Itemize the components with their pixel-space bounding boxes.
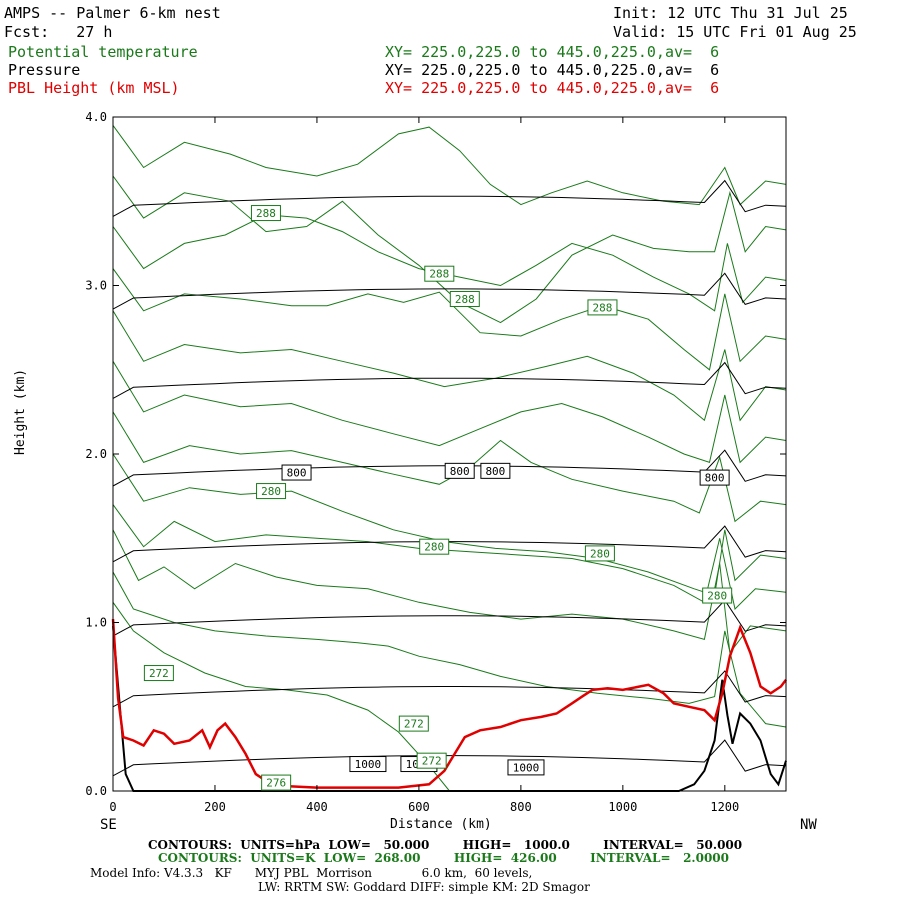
theta-label-272-text: 272 [149, 667, 169, 680]
x-tick-label-400: 400 [306, 800, 328, 814]
pressure-contour-info: CONTOURS: UNITS=hPa LOW= 50.000 HIGH= 10… [148, 838, 743, 852]
pressure-label-800-text: 800 [450, 465, 470, 478]
y-axis-title: Height (km) [13, 368, 28, 455]
theta-contour-290 [112, 214, 787, 312]
model-info-line1: Model Info: V4.3.3 KF MYJ PBL Morrison 6… [90, 866, 533, 880]
init-time: Init: 12 UTC Thu 31 Jul 25 [613, 4, 848, 22]
theta-label-288: 288 [250, 205, 281, 222]
model-title: AMPS -- Palmer 6-km nest [4, 4, 221, 22]
theta-label-276-text: 276 [266, 777, 286, 790]
theta-field-name: Potential temperature [8, 43, 198, 61]
y-tick-label-3.0: 3.0 [85, 279, 107, 293]
theta-contour-292 [112, 175, 787, 324]
theta-contour-278 [112, 504, 787, 610]
pressure-contour-700 [112, 272, 787, 310]
theta-label-288: 288 [424, 265, 455, 282]
theta-label-272-text: 272 [422, 755, 442, 768]
theta-label-272-text: 272 [404, 718, 424, 731]
theta-label-280-text: 280 [424, 541, 444, 554]
theta-label-288: 288 [587, 299, 618, 316]
theta-contour-294 [112, 125, 787, 206]
theta-label-280: 280 [584, 545, 615, 562]
pressure-contour-900 [112, 599, 787, 637]
theta-contour-288 [112, 268, 787, 371]
theta-contour-274 [112, 571, 787, 728]
pressure-label-1000-text: 1000 [513, 761, 540, 774]
theta-label-288: 288 [449, 290, 480, 307]
pbl-field-xy: XY= 225.0,225.0 to 445.0,225.0,av= 6 [385, 79, 720, 97]
pressure-contour-850 [112, 525, 787, 563]
pressure-label-800: 800 [281, 464, 312, 481]
theta-contour-272 [112, 602, 450, 792]
theta-contour-info: CONTOURS: UNITS=K LOW= 268.00 HIGH= 426.… [158, 851, 729, 865]
x-tick-label-0: 0 [109, 800, 116, 814]
nw-direction-label: NW [800, 817, 817, 833]
pressure-label-800-text: 800 [705, 472, 725, 485]
y-tick-label-1.0: 1.0 [85, 616, 107, 630]
y-tick-label-0.0: 0.0 [85, 784, 107, 798]
forecast-hour: Fcst: 27 h [4, 23, 113, 41]
pressure-contour-650 [112, 179, 787, 217]
pressure-label-800: 800 [480, 462, 511, 479]
theta-label-288-text: 288 [429, 268, 449, 281]
y-tick-label-2.0: 2.0 [85, 447, 107, 461]
theta-label-280: 280 [419, 538, 450, 555]
theta-label-280: 280 [702, 587, 733, 604]
terrain-line [112, 625, 787, 792]
theta-contour-286 [112, 310, 787, 422]
x-tick-label-800: 800 [510, 800, 532, 814]
theta-contour-282 [112, 411, 787, 523]
valid-time: Valid: 15 UTC Fri 01 Aug 25 [613, 23, 857, 41]
theta-label-276: 276 [261, 774, 292, 791]
x-tick-label-1200: 1200 [710, 800, 739, 814]
x-tick-label-200: 200 [204, 800, 226, 814]
pressure-field-xy: XY= 225.0,225.0 to 445.0,225.0,av= 6 [385, 61, 720, 79]
theta-label-280-text: 280 [707, 590, 727, 603]
pbl-height-line [111, 619, 787, 789]
theta-label-288-text: 288 [256, 207, 276, 220]
pressure-label-800: 800 [444, 462, 475, 479]
pressure-contour-750 [112, 361, 787, 399]
pressure-contour-1000 [112, 739, 787, 777]
theta-contour-280 [112, 453, 787, 597]
pressure-label-800: 800 [699, 469, 730, 486]
model-info-line2: LW: RRTM SW: Goddard DIFF: simple KM: 2D… [258, 880, 590, 894]
pressure-field-name: Pressure [8, 61, 81, 79]
theta-field-xy: XY= 225.0,225.0 to 445.0,225.0,av= 6 [385, 43, 720, 61]
x-axis-title: Distance (km) [390, 817, 492, 832]
theta-label-288-text: 288 [455, 293, 475, 306]
pressure-label-800-text: 800 [485, 465, 505, 478]
theta-contour-284 [112, 361, 787, 464]
pressure-label-1000: 1000 [349, 756, 387, 773]
theta-label-272: 272 [143, 665, 174, 682]
pressure-contour-950 [112, 670, 787, 708]
x-tick-label-1000: 1000 [608, 800, 637, 814]
pressure-label-1000: 1000 [507, 759, 545, 776]
theta-label-288-text: 288 [593, 301, 613, 314]
pressure-label-800-text: 800 [287, 467, 307, 480]
y-tick-label-4.0: 4.0 [85, 110, 107, 124]
theta-label-280-text: 280 [590, 547, 610, 560]
pbl-field-name: PBL Height (km MSL) [8, 79, 180, 97]
se-direction-label: SE [100, 817, 117, 833]
theta-label-272: 272 [416, 752, 447, 769]
pressure-label-1000-text: 1000 [355, 758, 382, 771]
theta-label-280-text: 280 [261, 485, 281, 498]
x-tick-label-600: 600 [408, 800, 430, 814]
theta-label-272: 272 [398, 715, 429, 732]
theta-label-280: 280 [256, 483, 287, 500]
